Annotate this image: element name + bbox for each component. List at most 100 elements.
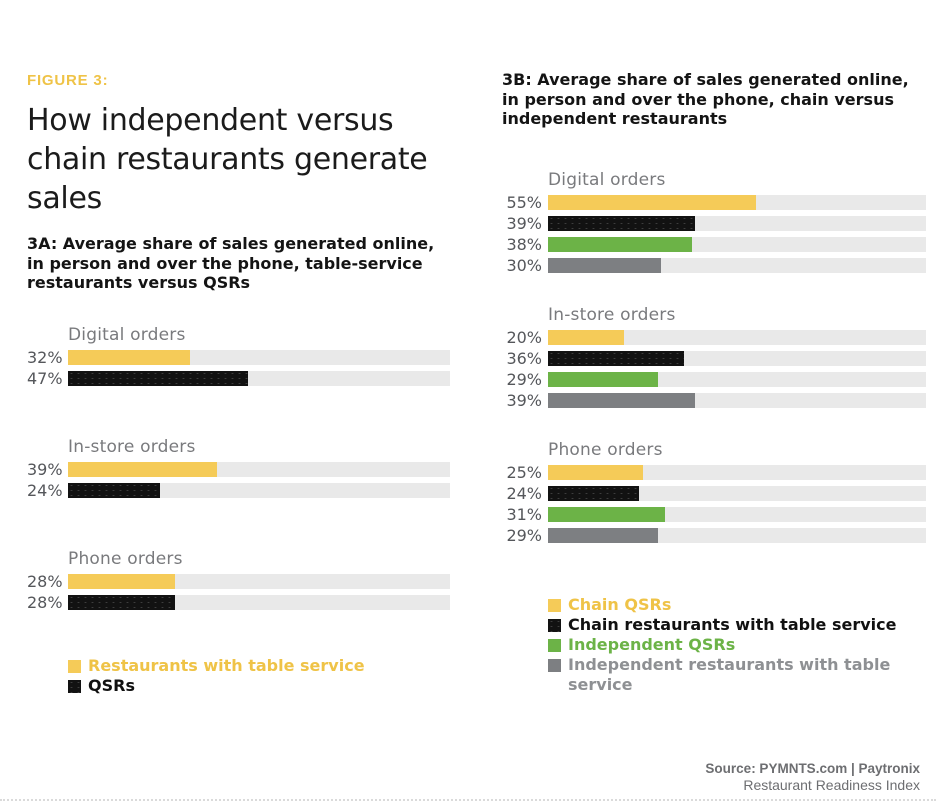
- bar-value-label: 29%: [506, 369, 542, 389]
- bar-row: 30%: [502, 255, 926, 275]
- bar-independent-table-service: [548, 257, 662, 273]
- footer: Source: PYMNTS.com | Paytronix Restauran…: [705, 760, 920, 794]
- legend-label: Independent QSRs: [568, 634, 736, 654]
- group-digital-orders: Digital orders 55% 39% 38% 30%: [502, 171, 926, 273]
- bar-row: 31%: [502, 504, 926, 524]
- bar-chain-qsrs: [548, 194, 756, 210]
- subtitle-line: independent restaurants: [502, 109, 728, 128]
- group-label: In-store orders: [68, 436, 196, 457]
- bar-row: 39%: [27, 459, 450, 479]
- bar-qsrs: [68, 370, 248, 386]
- bar-row: 55%: [502, 192, 926, 212]
- bar-track: [548, 257, 926, 273]
- legend-item-qsrs: QSRs: [68, 676, 450, 696]
- subtitle-line: 3A: Average share of sales generated onl…: [27, 234, 435, 253]
- bar-independent-table-service: [548, 527, 658, 543]
- bar-track: [548, 350, 926, 366]
- bar-chain-qsrs: [548, 329, 624, 345]
- bar-track: [548, 392, 926, 408]
- legend-label: Restaurants with table service: [88, 655, 365, 675]
- bottom-divider: [0, 799, 936, 801]
- bar-row: 32%: [27, 349, 450, 365]
- group-phone-orders: Phone orders 25% 24% 31% 29%: [502, 441, 926, 543]
- figure-title-line: sales: [27, 181, 102, 216]
- bar-value-label: 25%: [506, 462, 542, 482]
- bar-track: [68, 594, 450, 610]
- footer-source: Source: PYMNTS.com | Paytronix: [705, 761, 920, 776]
- bar-row: 38%: [502, 234, 926, 254]
- figure-title-line: chain restaurants generate: [27, 142, 428, 177]
- bar-track: [548, 236, 926, 252]
- legend-swatch-black: [68, 679, 81, 693]
- group-in-store-orders: In-store orders 39% 24%: [27, 438, 450, 498]
- panel-3a-subtitle: 3A: Average share of sales generated onl…: [27, 234, 450, 293]
- legend-label: Chain QSRs: [568, 594, 672, 614]
- bar-independent-qsrs: [548, 236, 692, 252]
- bar-row: 29%: [502, 369, 926, 389]
- subtitle-line: in person and over the phone, chain vers…: [502, 89, 894, 109]
- bar-track: [548, 527, 926, 543]
- bar-table-service: [68, 573, 175, 589]
- group-label: Digital orders: [68, 324, 186, 345]
- legend-item-chain-table-service: Chain restaurants with table service: [548, 615, 926, 635]
- bar-value-label: 20%: [506, 327, 542, 347]
- bar-track: [68, 370, 450, 386]
- legend-item-independent-table-service: Independent restaurants with table servi…: [548, 655, 926, 695]
- legend-swatch-gray: [548, 658, 561, 672]
- bar-table-service: [68, 461, 217, 477]
- bar-value-label: 29%: [506, 525, 542, 545]
- bar-value-label: 31%: [506, 504, 542, 524]
- bar-value-label: 39%: [506, 390, 542, 410]
- bar-value-label: 39%: [27, 459, 63, 479]
- bar-qsrs: [68, 594, 175, 610]
- bar-row: 39%: [502, 390, 926, 410]
- legend-item-table-service: Restaurants with table service: [68, 656, 450, 676]
- bar-chain-table-service: [548, 485, 639, 501]
- bar-row: 28%: [27, 594, 450, 610]
- panel-3a: FIGURE 3: How independent versus chain r…: [27, 72, 450, 696]
- panel-3b-subtitle: 3B: Average share of sales generated onl…: [502, 70, 926, 129]
- bar-chain-table-service: [548, 215, 696, 231]
- bar-value-label: 28%: [27, 571, 63, 591]
- bar-track: [68, 482, 450, 498]
- bar-value-label: 47%: [27, 368, 63, 388]
- legend-swatch-green: [548, 638, 561, 652]
- bar-qsrs: [68, 482, 160, 498]
- bar-value-label: 30%: [506, 255, 542, 275]
- legend-swatch-yellow: [68, 659, 81, 673]
- legend-item-independent-qsrs: Independent QSRs: [548, 635, 926, 655]
- bar-value-label: 39%: [506, 213, 542, 233]
- bar-row: 20%: [502, 327, 926, 347]
- group-in-store-orders: In-store orders 20% 36% 29% 39%: [502, 306, 926, 408]
- legend-3b: Chain QSRs Chain restaurants with table …: [548, 595, 926, 695]
- legend-label: QSRs: [88, 675, 135, 695]
- figure-title-line: How independent versus: [27, 103, 394, 138]
- bar-row: 24%: [502, 485, 926, 501]
- bar-row: 28%: [27, 571, 450, 591]
- subtitle-line: restaurants versus QSRs: [27, 273, 251, 292]
- bar-value-label: 55%: [506, 192, 542, 212]
- subtitle-line: in person and over the phone, table-serv…: [27, 253, 423, 273]
- bar-chain-table-service: [548, 350, 685, 366]
- bar-table-service: [68, 349, 191, 365]
- bar-value-label: 38%: [506, 234, 542, 254]
- bar-row: 24%: [27, 482, 450, 498]
- bar-track: [548, 485, 926, 501]
- bar-independent-table-service: [548, 392, 696, 408]
- bar-track: [548, 464, 926, 480]
- figure-eyebrow: FIGURE 3:: [27, 72, 109, 89]
- group-phone-orders: Phone orders 28% 28%: [27, 550, 450, 610]
- bar-chain-qsrs: [548, 464, 643, 480]
- group-label: Phone orders: [68, 548, 183, 569]
- legend-swatch-black: [548, 618, 561, 632]
- bar-row: 29%: [502, 525, 926, 545]
- legend-swatch-yellow: [548, 598, 561, 612]
- bar-row: 25%: [502, 462, 926, 482]
- bar-row: 36%: [502, 350, 926, 366]
- bar-row: 39%: [502, 213, 926, 233]
- legend-3a: Restaurants with table service QSRs: [68, 656, 450, 696]
- footer-index-name: Restaurant Readiness Index: [743, 777, 920, 793]
- bar-track: [548, 506, 926, 522]
- group-digital-orders: Digital orders 32% 47%: [27, 326, 450, 386]
- group-label: Phone orders: [548, 439, 663, 460]
